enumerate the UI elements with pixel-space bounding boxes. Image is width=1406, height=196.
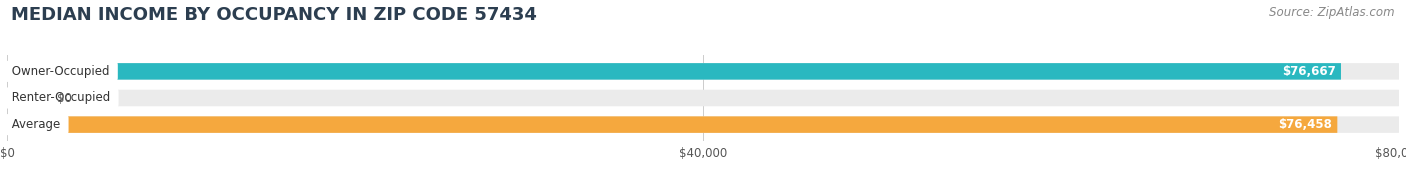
Text: Average: Average	[8, 118, 65, 131]
Text: $76,458: $76,458	[1278, 118, 1331, 131]
Text: Source: ZipAtlas.com: Source: ZipAtlas.com	[1270, 6, 1395, 19]
FancyBboxPatch shape	[7, 63, 1399, 80]
Text: $0: $0	[58, 92, 72, 104]
Text: Owner-Occupied: Owner-Occupied	[8, 65, 114, 78]
FancyBboxPatch shape	[7, 116, 1399, 133]
Text: MEDIAN INCOME BY OCCUPANCY IN ZIP CODE 57434: MEDIAN INCOME BY OCCUPANCY IN ZIP CODE 5…	[11, 6, 537, 24]
FancyBboxPatch shape	[7, 90, 32, 106]
Text: $76,667: $76,667	[1282, 65, 1336, 78]
FancyBboxPatch shape	[7, 90, 1399, 106]
FancyBboxPatch shape	[7, 116, 1337, 133]
Text: Renter-Occupied: Renter-Occupied	[8, 92, 114, 104]
FancyBboxPatch shape	[7, 63, 1341, 80]
